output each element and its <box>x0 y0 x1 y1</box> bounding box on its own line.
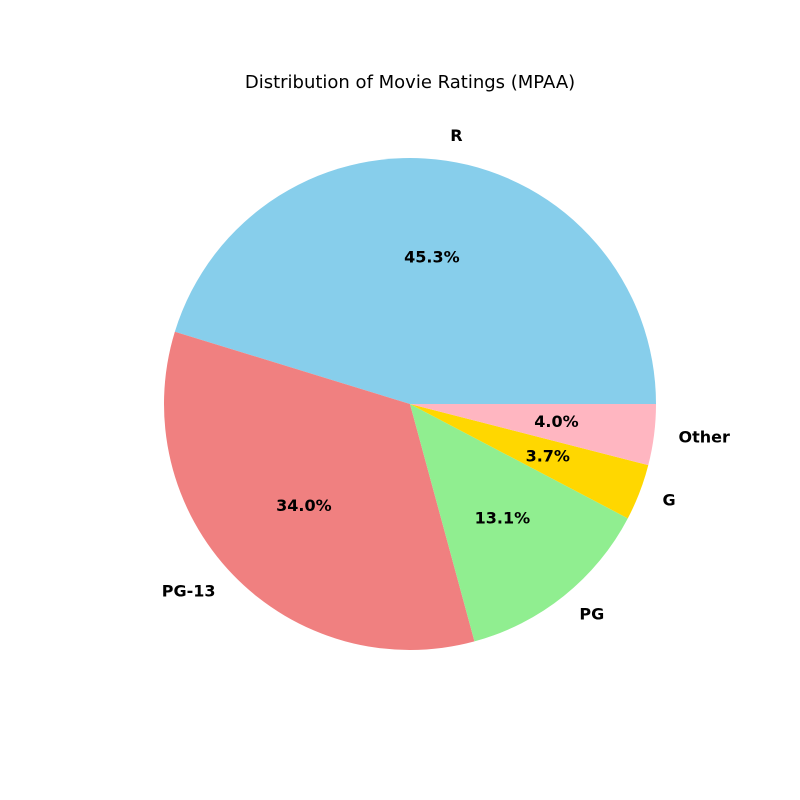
pie-slice-pg <box>410 404 628 642</box>
slice-label-other: Other <box>678 427 729 446</box>
pie-slice-g <box>410 404 649 519</box>
slice-percent-r: 45.3% <box>404 248 460 267</box>
slice-percent-pg-13: 34.0% <box>276 496 332 515</box>
slice-percent-pg: 13.1% <box>475 509 531 528</box>
slice-label-g: G <box>663 491 676 510</box>
pie-slice-r <box>174 158 656 404</box>
slice-percent-other: 4.0% <box>534 412 578 431</box>
pie-slices <box>164 158 656 650</box>
slice-label-pg-13: PG-13 <box>162 582 216 601</box>
slice-label-pg: PG <box>579 605 604 624</box>
pie-slice-other <box>410 404 656 466</box>
pie-slice-pg-13 <box>164 331 475 650</box>
slice-percent-g: 3.7% <box>526 446 570 465</box>
pie-labels: R 45.3% PG-13 34.0% PG 13.1% G 3.7% Other 4.0% <box>162 126 730 624</box>
slice-label-r: R <box>450 126 462 145</box>
chart-title: Distribution of Movie Ratings (MPAA) <box>245 72 575 93</box>
